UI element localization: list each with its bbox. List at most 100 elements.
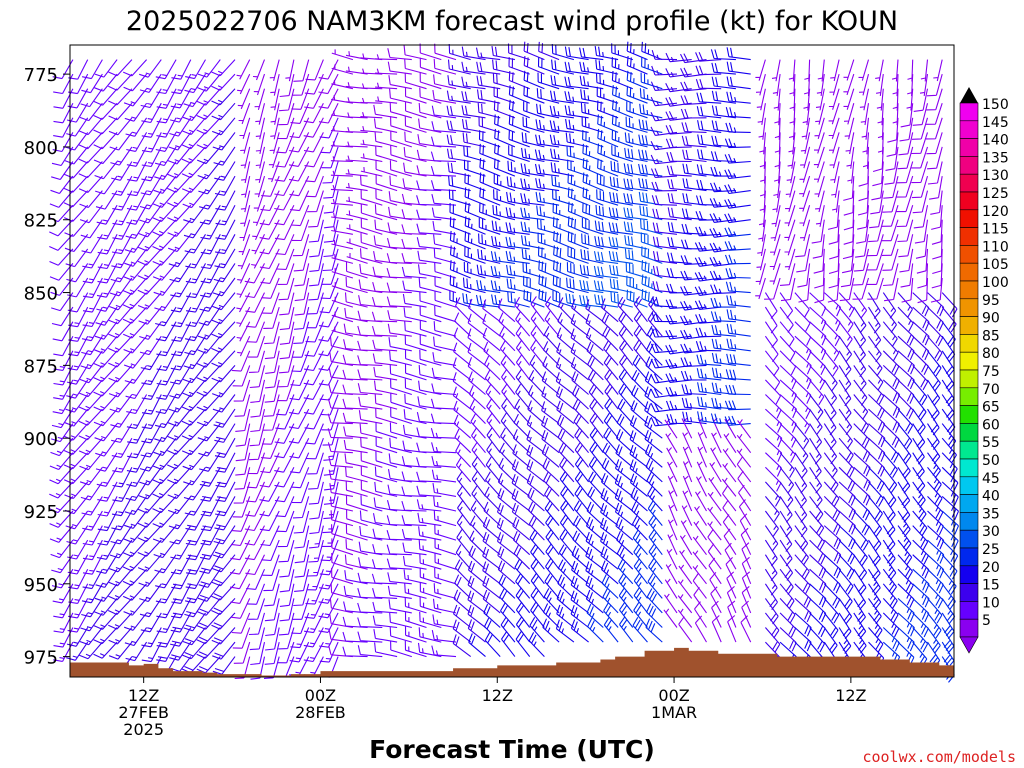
wind-barb	[695, 79, 722, 90]
wind-barb	[868, 321, 882, 348]
wind-barb	[682, 446, 693, 468]
wind-barb	[433, 510, 457, 527]
wind-barb	[779, 598, 796, 624]
wind-barb	[416, 165, 442, 177]
wind-barb	[853, 335, 866, 363]
wind-barb	[765, 408, 783, 433]
wind-barb	[169, 379, 192, 399]
wind-barb	[876, 74, 884, 96]
wind-barb	[573, 500, 590, 526]
wind-barb	[588, 471, 604, 497]
wind-barb	[263, 569, 280, 592]
wind-barb	[240, 146, 251, 169]
wind-barb	[917, 263, 929, 289]
wind-barb	[359, 263, 383, 279]
wind-barb	[452, 634, 472, 658]
wind-barb	[359, 510, 383, 527]
wind-barb	[238, 103, 251, 125]
wind-barb	[291, 612, 310, 635]
wind-barb	[764, 510, 779, 537]
wind-barb	[882, 612, 900, 638]
wind-barb	[920, 59, 929, 82]
wind-barb	[373, 380, 398, 396]
wind-barb	[360, 167, 383, 177]
colorbar-swatch	[959, 476, 979, 495]
wind-barb	[828, 263, 840, 289]
wind-barb	[211, 321, 236, 339]
wind-barb	[574, 441, 590, 468]
wind-barb	[809, 437, 822, 465]
wind-barb	[543, 341, 560, 366]
wind-barb	[431, 469, 457, 483]
wind-barb	[666, 152, 692, 163]
wind-barb	[543, 588, 560, 614]
wind-barb	[523, 85, 545, 104]
wind-barb	[897, 306, 914, 332]
wind-barb	[386, 530, 412, 541]
wind-barb	[853, 437, 871, 463]
wind-barb	[482, 313, 501, 337]
wind-barb	[707, 543, 722, 570]
wind-barb	[467, 357, 486, 381]
wind-barb	[549, 134, 574, 148]
wind-barb	[264, 641, 280, 665]
wind-barb	[619, 339, 634, 366]
wind-barb	[290, 102, 310, 124]
wind-barb	[156, 612, 177, 634]
wind-barb	[557, 428, 575, 454]
wind-barb	[137, 277, 162, 295]
wind-barb	[875, 59, 884, 82]
wind-barb	[665, 68, 692, 78]
wind-barb	[482, 299, 501, 323]
wind-barb	[601, 457, 619, 483]
wind-barb	[461, 61, 486, 75]
wind-barb	[359, 423, 383, 439]
wind-barb	[294, 263, 310, 287]
wind-barb	[126, 467, 148, 487]
wind-barb	[616, 544, 634, 570]
wind-barb	[81, 59, 103, 80]
wind-barb	[853, 365, 867, 392]
wind-barb	[559, 514, 575, 541]
wind-barb	[230, 539, 251, 561]
wind-barb	[633, 296, 648, 323]
wind-barb	[933, 59, 943, 82]
wind-barb	[360, 189, 383, 206]
wind-barb	[293, 248, 310, 272]
wind-barb	[500, 354, 516, 381]
colorbar-swatch	[959, 351, 979, 371]
wind-barb	[809, 350, 826, 376]
wind-barb	[277, 641, 295, 664]
wind-barb	[484, 369, 501, 395]
wind-barb	[759, 190, 766, 213]
wind-barb	[896, 190, 914, 213]
wind-barb	[764, 525, 779, 552]
wind-barb	[167, 219, 192, 237]
wind-barb	[66, 117, 89, 137]
wind-barb	[467, 342, 486, 366]
wind-barb	[911, 146, 929, 169]
wind-barb	[650, 343, 678, 354]
wind-barb	[181, 394, 206, 412]
wind-barb	[823, 583, 841, 609]
wind-barb	[682, 163, 707, 177]
wind-barb	[196, 656, 221, 674]
colorbar-swatch	[959, 529, 979, 549]
wind-barb	[331, 240, 354, 250]
wind-barb	[431, 455, 457, 468]
wind-barb	[319, 554, 339, 576]
wind-barb	[52, 59, 74, 80]
wind-barb	[253, 190, 266, 212]
x-tick-label: 2025	[123, 720, 164, 739]
wind-barb	[550, 148, 574, 163]
wind-barb	[182, 641, 206, 660]
wind-barb	[567, 246, 589, 264]
credit-link[interactable]: coolwx.com/models	[862, 748, 1016, 766]
wind-barb	[374, 481, 398, 497]
wind-barb	[511, 459, 531, 483]
wind-barb	[111, 161, 133, 181]
wind-barb	[567, 187, 589, 206]
wind-barb	[467, 590, 486, 614]
wind-barb	[809, 335, 827, 361]
wind-barb	[196, 627, 221, 645]
